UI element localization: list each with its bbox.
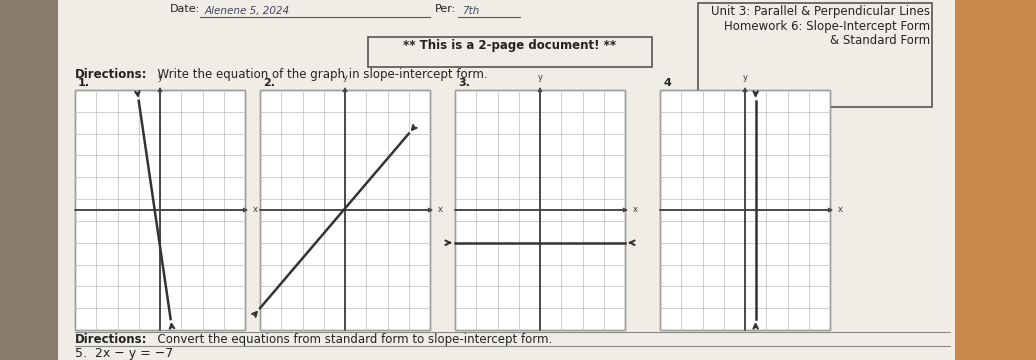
FancyBboxPatch shape — [698, 3, 932, 107]
Text: Per:: Per: — [435, 4, 456, 14]
Text: 7th: 7th — [462, 6, 480, 16]
Text: Date:: Date: — [170, 4, 200, 14]
Bar — [55, 0, 955, 360]
Text: x: x — [253, 206, 258, 215]
FancyBboxPatch shape — [368, 37, 652, 67]
Bar — [75, 90, 244, 330]
Text: Convert the equations from standard form to slope-intercept form.: Convert the equations from standard form… — [150, 333, 552, 346]
Bar — [660, 90, 830, 330]
Text: & Standard Form: & Standard Form — [830, 34, 930, 47]
Text: y: y — [538, 73, 543, 82]
Text: x: x — [438, 206, 443, 215]
Text: Directions:: Directions: — [75, 68, 147, 81]
Text: x: x — [633, 206, 638, 215]
Bar — [0, 0, 58, 360]
Text: 5.  2x − y = −7: 5. 2x − y = −7 — [75, 347, 173, 360]
Text: 2.: 2. — [263, 78, 275, 88]
Text: 4: 4 — [663, 78, 671, 88]
Text: Unit 3: Parallel & Perpendicular Lines: Unit 3: Parallel & Perpendicular Lines — [711, 5, 930, 18]
Text: y: y — [343, 73, 347, 82]
Text: Directions:: Directions: — [75, 333, 147, 346]
Text: Write the equation of the graph in slope-intercept form.: Write the equation of the graph in slope… — [150, 68, 488, 81]
Text: ** This is a 2-page document! **: ** This is a 2-page document! ** — [403, 39, 616, 52]
Bar — [455, 90, 625, 330]
Text: Homework 6: Slope-Intercept Form: Homework 6: Slope-Intercept Form — [724, 20, 930, 33]
Text: x: x — [838, 206, 843, 215]
Text: y: y — [743, 73, 748, 82]
Text: 1.: 1. — [78, 78, 90, 88]
Text: 3.: 3. — [458, 78, 470, 88]
Text: Alenene 5, 2024: Alenene 5, 2024 — [205, 6, 290, 16]
Bar — [260, 90, 430, 330]
Text: y: y — [157, 73, 163, 82]
